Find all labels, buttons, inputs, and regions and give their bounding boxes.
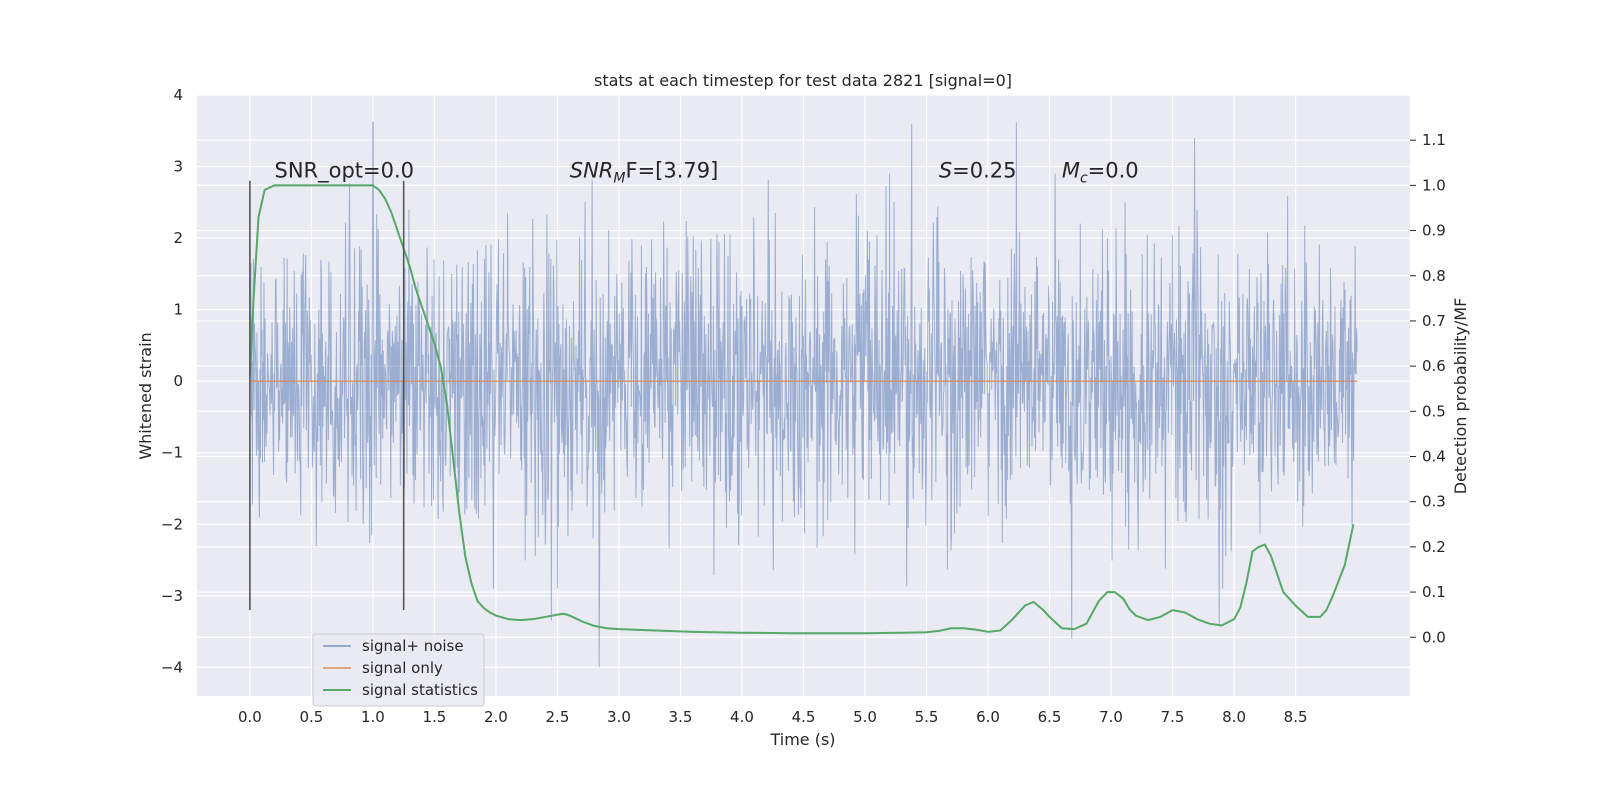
x-tick-label: 3.0 <box>607 708 631 726</box>
y2-tick-label: 1.0 <box>1422 176 1446 194</box>
x-tick-label: 2.0 <box>484 708 508 726</box>
annotation-text: SNR_opt=0.0 <box>275 158 415 183</box>
y-tick-label: 4 <box>173 86 183 104</box>
chart-title: stats at each timestep for test data 282… <box>594 71 1012 90</box>
x-tick-label: 4.5 <box>792 708 816 726</box>
annotations: SNR_opt=0.0 SNRMF=[3.79] S=0.25 Mc=0.0 <box>275 158 1139 186</box>
x-tick-label: 7.5 <box>1161 708 1185 726</box>
x-tick-label: 6.0 <box>976 708 1000 726</box>
vertical-markers <box>249 180 405 611</box>
annotation-subscript: M <box>613 170 625 186</box>
y-tick-label: 3 <box>173 158 183 176</box>
annotation-text: S=0.25 <box>939 158 1017 182</box>
annotation-main: SNR_opt=0.0 <box>275 158 415 183</box>
y-tick-label: 2 <box>173 229 183 247</box>
y-tick-label: −2 <box>161 515 183 533</box>
y-tick-label: 1 <box>173 301 183 319</box>
legend: signal+ noise signal only signal statistic… <box>312 633 485 707</box>
annotation-text: Mc=0.0 <box>1062 158 1139 186</box>
y2-tick-label: 1.1 <box>1422 131 1446 149</box>
annotation-main: SNR <box>570 158 614 182</box>
legend-label: signal statistics <box>362 681 478 699</box>
y2-tick-label: 0.0 <box>1422 628 1446 646</box>
x-axis-label: Time (s) <box>769 730 835 749</box>
y2-tick-label: 0.3 <box>1422 493 1446 511</box>
y-axis-ticks: −4 −3 −2 −1 0 1 2 3 4 <box>161 86 183 676</box>
y-tick-label: −4 <box>161 658 183 676</box>
x-tick-label: 5.0 <box>853 708 877 726</box>
x-tick-label: 8.5 <box>1284 708 1308 726</box>
legend-label: signal only <box>362 659 443 677</box>
x-tick-label: 4.0 <box>730 708 754 726</box>
annotation-text: SNRMF=[3.79] <box>570 158 719 186</box>
y2-tick-label: 0.6 <box>1422 357 1446 375</box>
x-tick-label: 3.5 <box>669 708 693 726</box>
annotation-value: F=[3.79] <box>625 158 718 182</box>
y2-tick-label: 0.2 <box>1422 538 1446 556</box>
series-signal-noise <box>249 121 1358 668</box>
x-tick-label: 6.5 <box>1038 708 1062 726</box>
y-tick-label: −3 <box>161 587 183 605</box>
x-tick-label: 7.0 <box>1099 708 1123 726</box>
x-tick-label: 2.5 <box>546 708 570 726</box>
annotation-value: =0.25 <box>952 158 1016 182</box>
y2-tick-label: 0.9 <box>1422 222 1446 240</box>
series-line-signal-noise <box>249 121 1358 668</box>
x-tick-label: 0.0 <box>238 708 262 726</box>
legend-label: signal+ noise <box>362 637 464 655</box>
annotation-main: S <box>939 158 952 182</box>
y2-axis-label: Detection probability/MF <box>1451 298 1470 495</box>
y2-tick-label: 0.8 <box>1422 267 1446 285</box>
x-axis-ticks: 0.0 0.5 1.0 1.5 2.0 2.5 3.0 3.5 4.0 4.5 5.0 5.5 6.0 6… <box>238 708 1308 726</box>
x-tick-label: 5.5 <box>915 708 939 726</box>
annotation-main: M <box>1062 158 1080 182</box>
y2-tick-label: 0.5 <box>1422 402 1446 420</box>
x-tick-label: 1.5 <box>423 708 447 726</box>
y-axis-label: Whitened strain <box>136 332 155 459</box>
series-line-signal-statistics <box>248 184 1355 635</box>
x-tick-label: 0.5 <box>299 708 323 726</box>
y2-tick-label: 0.7 <box>1422 312 1446 330</box>
x-tick-label: 1.0 <box>361 708 385 726</box>
x-tick-label: 8.0 <box>1222 708 1246 726</box>
y-tick-label: 0 <box>173 372 183 390</box>
y2-tick-label: 0.1 <box>1422 583 1446 601</box>
series-signal-statistics <box>248 184 1355 635</box>
y2-axis-ticks: 0.0 0.1 0.2 0.3 0.4 0.5 0.6 0.7 0.8 0.9 1.0 1.1 <box>1410 131 1446 646</box>
annotation-value: =0.0 <box>1088 158 1139 182</box>
y-tick-label: −1 <box>161 444 183 462</box>
y2-tick-label: 0.4 <box>1422 448 1446 466</box>
legend-box <box>312 633 485 707</box>
annotation-subscript: c <box>1080 170 1088 186</box>
